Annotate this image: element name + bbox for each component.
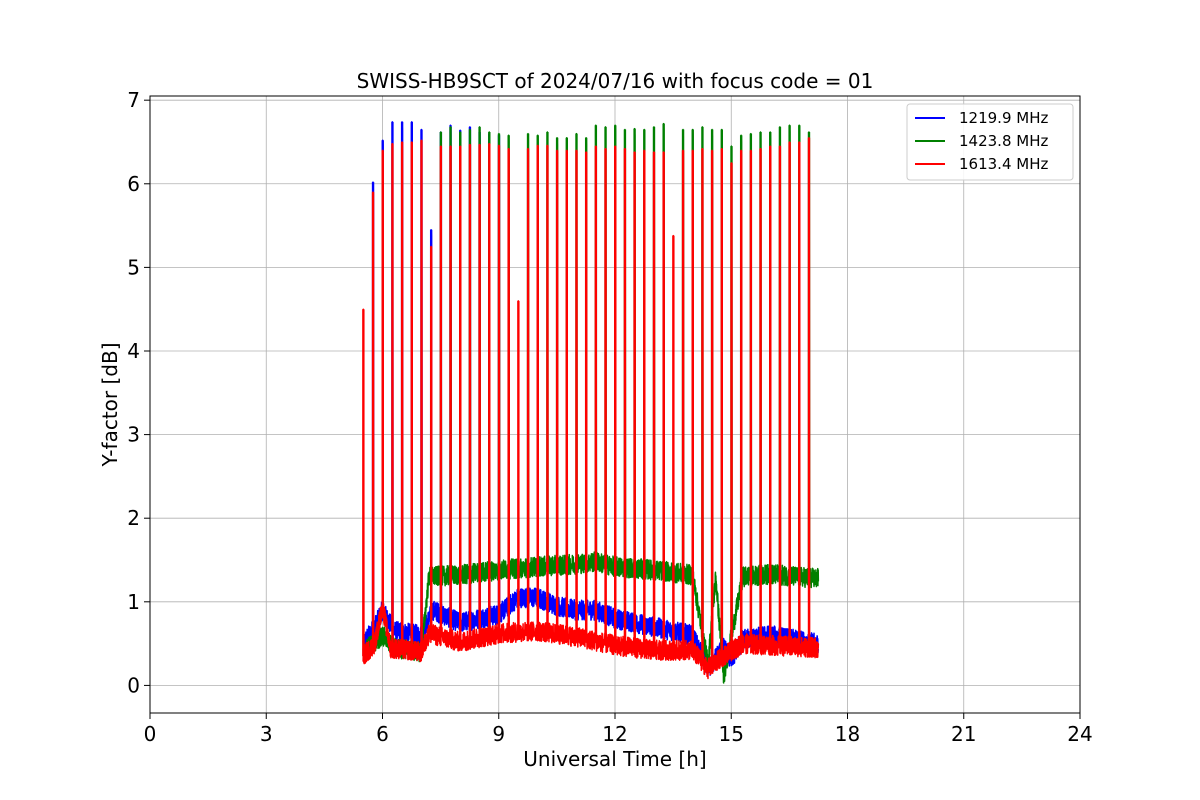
y-axis-label: Y-factor [dB] [98,342,122,467]
y-tick-label: 5 [127,255,140,279]
y-tick-label: 7 [127,88,140,112]
chart-title: SWISS-HB9SCT of 2024/07/16 with focus co… [357,69,874,93]
legend-box [906,103,1074,181]
x-axis-label: Universal Time [h] [523,747,706,771]
x-tick-label: 18 [835,722,860,746]
legend: 1219.9 MHz 1423.8 MHz 1613.4 MHz [906,103,1074,181]
x-tick-label: 0 [144,722,157,746]
legend-entry: 1219.9 MHz [959,109,1048,127]
y-tick-label: 3 [127,423,140,447]
legend-entry: 1423.8 MHz [959,132,1048,150]
series-1613-4-mhz [362,137,820,680]
x-tick-label: 3 [260,722,273,746]
y-tick-label: 1 [127,590,140,614]
x-tick-label: 24 [1067,722,1092,746]
y-tick-label: 4 [127,339,140,363]
y-tick-label: 6 [127,172,140,196]
x-tick-label: 21 [951,722,976,746]
legend-entry: 1613.4 MHz [959,155,1048,173]
series-line [362,137,820,680]
x-tick-label: 12 [602,722,627,746]
y-tick-label: 0 [127,673,140,697]
x-tick-label: 9 [492,722,505,746]
series-line [362,122,820,684]
x-tick-label: 15 [719,722,744,746]
y-tick-label: 2 [127,506,140,530]
series-layer [362,121,820,684]
x-tick-label: 6 [376,722,389,746]
